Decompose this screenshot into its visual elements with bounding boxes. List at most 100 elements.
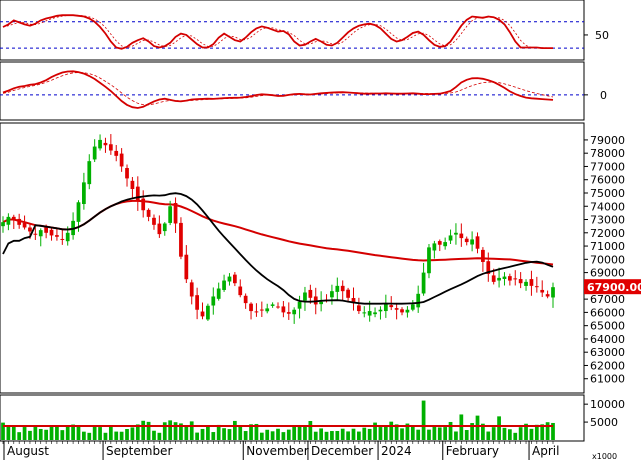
candle-body [464,238,469,243]
volume-bar [405,423,410,440]
candle-body [184,254,189,280]
last-price-badge: 67900.00 [584,279,641,295]
candle [173,197,178,233]
price-tick-label: 64000 [590,333,625,346]
macd-line [2,70,554,109]
candle [292,307,297,324]
candle [276,302,280,309]
candle [513,270,518,286]
candle [92,139,97,163]
volume-bar [427,429,431,440]
price-tick-label: 75000 [590,187,625,200]
candle [373,307,377,318]
volume-bar [534,424,539,440]
candle [114,145,119,162]
candle [1,216,5,233]
y-axis: 50 0 7900078000770007600075000740007300072… [584,29,625,429]
candle-body [1,222,5,227]
volume-bar [389,421,394,440]
x-month-label: 2024 [381,444,412,458]
price-tick-label: 63000 [590,346,625,359]
candle [33,227,38,240]
candle [232,272,237,287]
candle-body [44,227,49,233]
candle [534,276,539,293]
volume-bar [335,430,340,440]
candle [497,267,501,288]
volume-bar [346,431,350,440]
volume-bar [119,431,124,440]
x-month-label: February [446,444,499,458]
candle-body [146,209,151,217]
volume-bar [200,428,205,440]
candle-body [189,282,194,297]
volume-bar [108,425,113,440]
candle-body [513,278,518,280]
candle-body [49,229,54,236]
candle-body [6,216,11,225]
candle-body [82,182,86,205]
candle [265,303,270,314]
volume-bar [249,424,253,440]
candle [443,237,448,250]
last-price-label: 67900.00 [587,281,641,294]
candle-body [168,206,173,223]
candle [243,293,248,309]
volume-bar [470,423,474,440]
volume-bar [540,424,545,440]
volume-bar [319,428,324,440]
volume-bar [173,422,178,440]
volume-bar [11,426,16,440]
candle-body [367,311,372,316]
volume-bar [507,429,512,440]
volume-bar [254,423,259,440]
volume-bar [189,421,194,440]
candle-body [17,218,22,225]
candle [432,240,437,259]
candle [238,279,243,298]
candle [168,200,173,226]
candle [545,290,550,299]
price-tick-label: 78000 [590,147,625,160]
candle [540,280,545,298]
volume-bar [416,429,421,440]
volume-bar [357,431,361,440]
candle-body [340,285,345,292]
volume-bar [1,422,5,440]
candle-body [421,272,426,294]
candle [378,306,383,320]
candle-body [254,311,259,313]
volume-bar [475,415,480,440]
candle-body [416,293,421,308]
x-month-label: September [106,444,172,458]
candle-body [357,305,361,312]
candle [195,287,199,320]
candle-body [162,223,167,232]
volume-bar [125,429,129,440]
candle-body [281,306,286,313]
candle [119,148,124,172]
candle-body [481,249,485,262]
candle [55,227,59,241]
candle-body [135,186,140,201]
candle-body [265,308,270,312]
volume-bar [303,426,307,440]
candle [11,214,16,230]
candle [211,287,216,315]
candle [125,164,129,187]
volume-bar [211,432,216,440]
volume-bar [71,424,75,440]
rsi-line [2,14,553,50]
volume-tick-label: 10000 [590,398,625,411]
candle [470,231,474,252]
volume-bar [383,426,388,440]
volume-bar [55,425,59,440]
candle [464,236,469,246]
candle [427,243,431,279]
volume-bar [232,420,237,440]
candle-body [405,309,410,313]
volume-bar [502,427,507,440]
candle-body [173,203,178,224]
volume-bar [308,421,313,440]
candle-body [286,312,291,314]
